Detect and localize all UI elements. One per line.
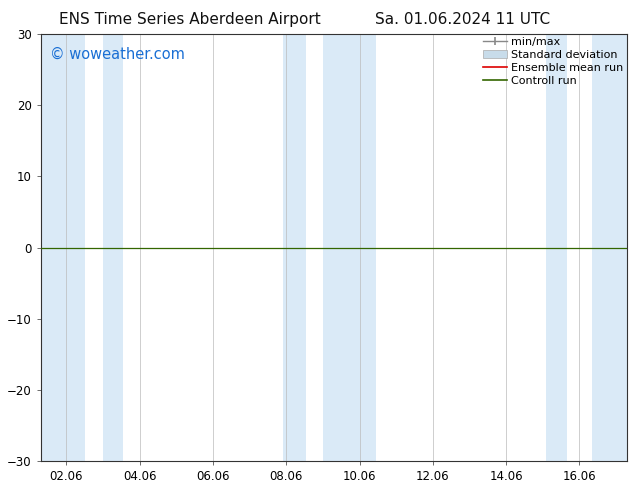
Legend: min/max, Standard deviation, Ensemble mean run, Controll run: min/max, Standard deviation, Ensemble me… — [481, 35, 626, 88]
Bar — [41, 34, 85, 461]
Bar — [103, 34, 123, 461]
Text: ENS Time Series Aberdeen Airport: ENS Time Series Aberdeen Airport — [60, 12, 321, 27]
Bar — [283, 34, 306, 461]
Text: Sa. 01.06.2024 11 UTC: Sa. 01.06.2024 11 UTC — [375, 12, 550, 27]
Bar — [323, 34, 376, 461]
Bar — [592, 34, 627, 461]
Bar — [547, 34, 567, 461]
Text: © woweather.com: © woweather.com — [49, 47, 184, 62]
